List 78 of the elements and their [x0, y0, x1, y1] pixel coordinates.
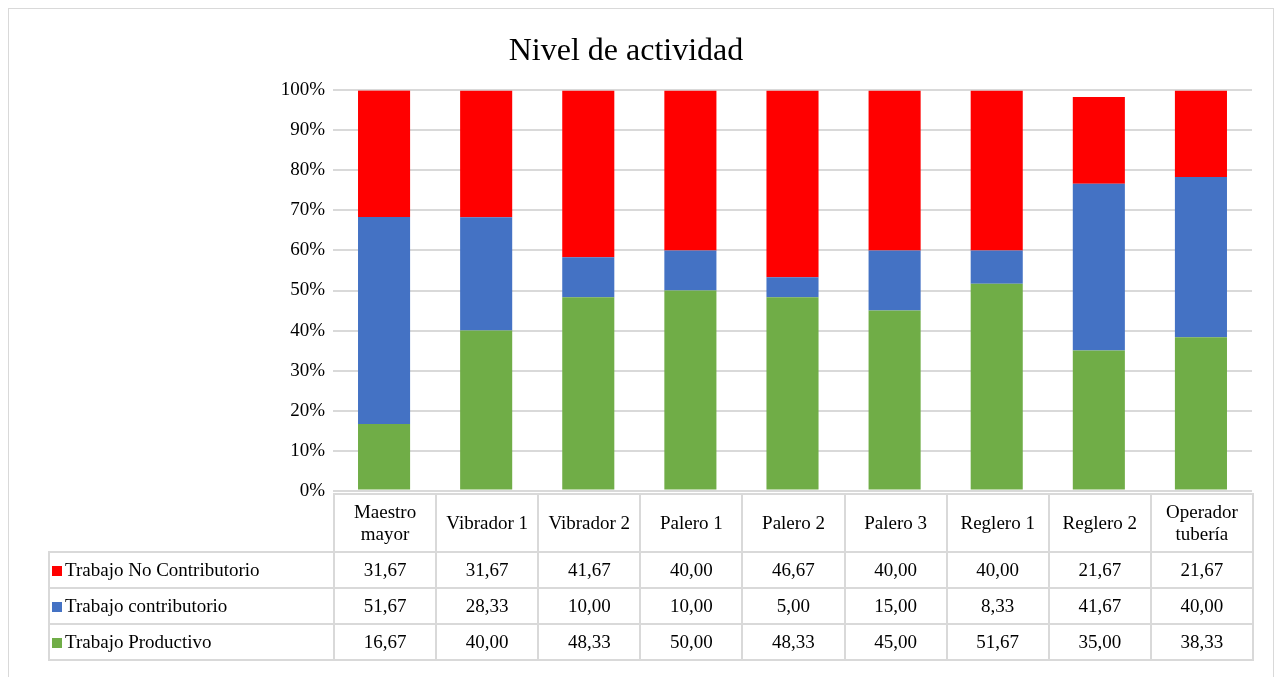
bar — [358, 217, 411, 424]
data-label: 8,33 — [946, 587, 1049, 624]
data-label: 50,00 — [640, 623, 743, 660]
data-label: 35,00 — [1048, 623, 1151, 660]
y-tick-label: 70% — [290, 198, 326, 220]
data-label: 40,00 — [436, 623, 539, 660]
data-label: 41,67 — [1048, 587, 1151, 624]
bar — [1174, 90, 1227, 178]
y-tick-label: 10% — [290, 438, 326, 460]
bar — [562, 257, 615, 298]
bar — [664, 90, 717, 251]
x-tick-label: Palero 2 — [742, 493, 845, 552]
x-tick-label: Operador tubería — [1150, 493, 1253, 552]
bar — [562, 297, 615, 490]
bar — [766, 277, 819, 298]
x-tick-label: Vibrador 2 — [538, 493, 641, 552]
bar — [460, 90, 513, 218]
data-label: 15,00 — [844, 587, 947, 624]
y-tick-label: 50% — [290, 278, 326, 300]
y-tick-label: 90% — [290, 118, 326, 140]
bar — [1072, 97, 1125, 184]
data-label: 38,33 — [1150, 623, 1253, 660]
data-label: 40,00 — [640, 551, 743, 588]
x-tick-label: Vibrador 1 — [436, 493, 539, 552]
bar — [460, 330, 513, 490]
data-label: 21,67 — [1150, 551, 1253, 588]
data-label: 21,67 — [1048, 551, 1151, 588]
y-tick-label: 20% — [290, 398, 326, 420]
y-tick-label: 40% — [290, 318, 326, 340]
x-tick-label: Palero 1 — [640, 493, 743, 552]
bar — [664, 290, 717, 490]
bar — [868, 250, 921, 311]
bar — [766, 297, 819, 490]
data-label: 40,00 — [946, 551, 1049, 588]
data-label: 5,00 — [742, 587, 845, 624]
y-tick-label: 0% — [299, 478, 326, 500]
bar — [1174, 177, 1227, 338]
bar — [1072, 350, 1125, 490]
data-label: 16,67 — [334, 623, 437, 660]
legend-label: Trabajo Productivo — [49, 623, 334, 660]
data-label: 41,67 — [538, 551, 641, 588]
bar — [664, 250, 717, 291]
data-label: 48,33 — [538, 623, 641, 660]
data-label: 45,00 — [844, 623, 947, 660]
bar — [358, 423, 411, 490]
legend-label: Trabajo No Contributorio — [49, 551, 334, 588]
y-tick-label: 80% — [290, 158, 326, 180]
y-tick-label: 60% — [290, 238, 326, 260]
x-tick-label: Maestro mayor — [334, 493, 437, 552]
y-tick-label: 100% — [280, 78, 326, 100]
bar — [562, 90, 615, 258]
bar — [766, 90, 819, 278]
bar — [460, 217, 513, 331]
data-label: 40,00 — [1150, 587, 1253, 624]
data-label: 31,67 — [436, 551, 539, 588]
bar — [970, 283, 1023, 490]
data-label: 51,67 — [334, 587, 437, 624]
data-label: 40,00 — [844, 551, 947, 588]
data-label: 51,67 — [946, 623, 1049, 660]
x-tick-label: Palero 3 — [844, 493, 947, 552]
data-label: 46,67 — [742, 551, 845, 588]
data-label: 10,00 — [538, 587, 641, 624]
data-label: 10,00 — [640, 587, 743, 624]
chart-title: Nivel de actividad — [508, 30, 744, 67]
bar — [1174, 337, 1227, 490]
x-tick-label: Reglero 1 — [946, 493, 1049, 552]
bar — [358, 90, 411, 218]
bar — [868, 310, 921, 490]
data-label: 48,33 — [742, 623, 845, 660]
legend-label: Trabajo contributorio — [49, 587, 334, 624]
bar — [1072, 183, 1125, 351]
bar — [970, 250, 1023, 284]
data-label: 31,67 — [334, 551, 437, 588]
y-tick-label: 30% — [290, 358, 326, 380]
bar — [970, 90, 1023, 251]
x-tick-label: Reglero 2 — [1048, 493, 1151, 552]
data-label: 28,33 — [436, 587, 539, 624]
bar — [868, 90, 921, 251]
